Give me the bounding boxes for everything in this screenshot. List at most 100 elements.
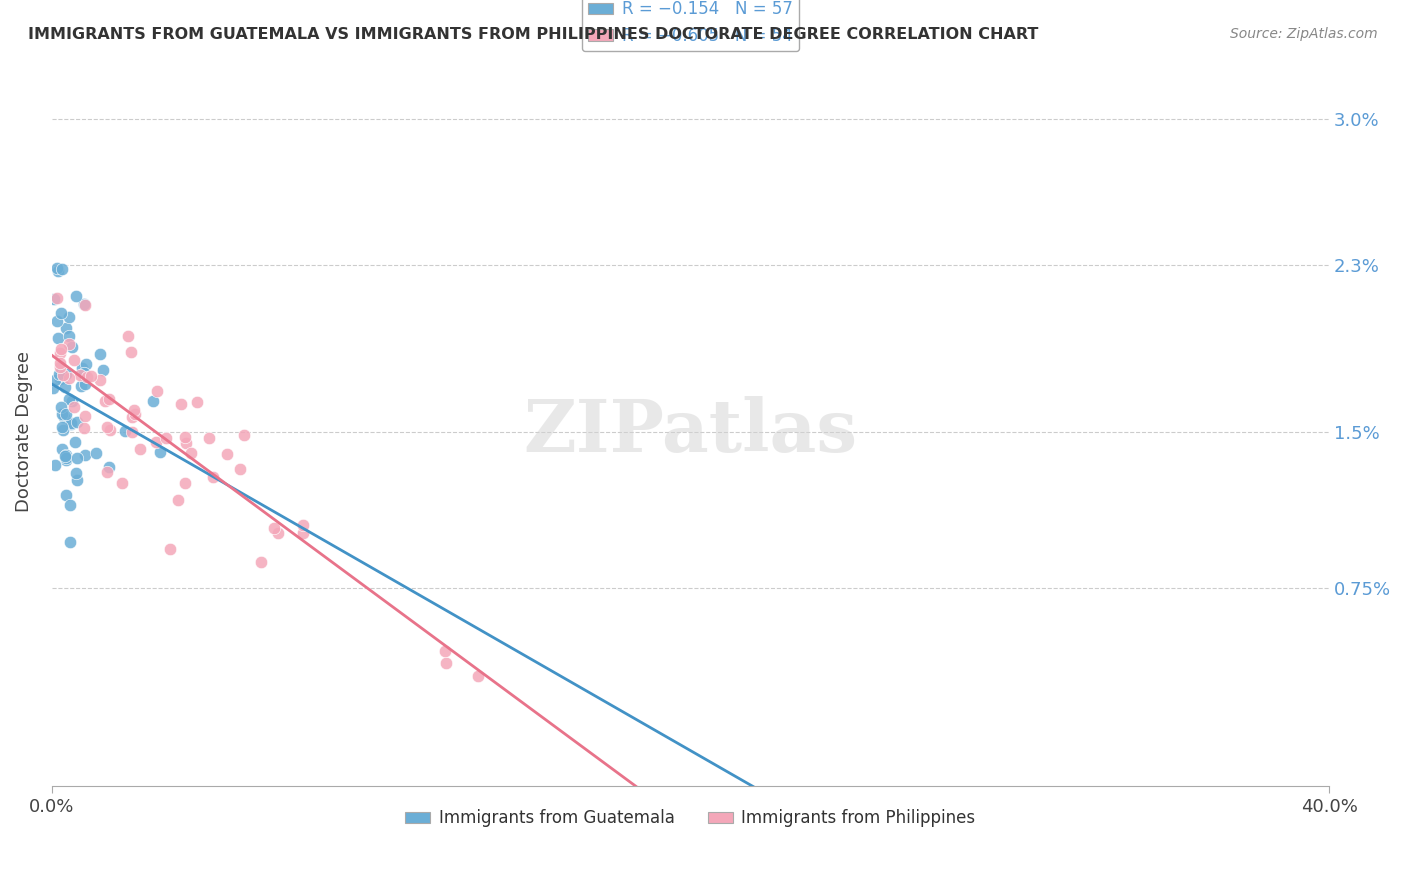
Point: [58, 337, 80, 351]
Point: [233, 427, 256, 442]
Point: [60, 417, 83, 431]
Point: [250, 555, 273, 569]
Point: [174, 436, 197, 450]
Point: [111, 476, 134, 491]
Point: [97, 459, 120, 474]
Point: [55, 321, 77, 335]
Point: [44, 458, 66, 472]
Point: [66, 415, 89, 429]
Point: [62, 353, 84, 368]
Point: [198, 431, 221, 445]
Point: [52, 423, 75, 437]
Point: [55, 448, 77, 462]
Text: ZIPatlas: ZIPatlas: [523, 396, 858, 467]
Point: [202, 469, 225, 483]
Point: [434, 644, 457, 658]
Point: [58, 392, 80, 407]
Text: IMMIGRANTS FROM GUATEMALA VS IMMIGRANTS FROM PHILIPPINES DOCTORATE DEGREE CORREL: IMMIGRANTS FROM GUATEMALA VS IMMIGRANTS …: [28, 27, 1039, 42]
Point: [70, 360, 93, 375]
Point: [60, 417, 83, 431]
Text: Source: ZipAtlas.com: Source: ZipAtlas.com: [1230, 27, 1378, 41]
Point: [98, 392, 121, 406]
Point: [58, 370, 80, 384]
Point: [65, 289, 87, 303]
Point: [45, 291, 67, 305]
Point: [159, 541, 181, 556]
Point: [145, 434, 167, 449]
Point: [49, 400, 72, 414]
Point: [122, 403, 145, 417]
Point: [180, 446, 202, 460]
Point: [46, 264, 69, 278]
Point: [73, 367, 96, 381]
Point: [55, 407, 77, 421]
Point: [170, 397, 193, 411]
Point: [75, 357, 97, 371]
Point: [292, 518, 315, 533]
Point: [173, 430, 195, 444]
Point: [166, 493, 188, 508]
Point: [48, 356, 70, 370]
Point: [98, 423, 121, 437]
Point: [96, 419, 118, 434]
Point: [51, 262, 73, 277]
Point: [58, 310, 80, 325]
Point: [49, 372, 72, 386]
Point: [55, 450, 77, 465]
Point: [49, 359, 72, 374]
Point: [44, 293, 66, 307]
Point: [434, 657, 457, 671]
Point: [114, 424, 136, 438]
Point: [51, 420, 73, 434]
Point: [145, 384, 167, 398]
Point: [66, 450, 89, 465]
Point: [58, 534, 80, 549]
Point: [263, 521, 285, 535]
Point: [186, 395, 208, 409]
Point: [44, 373, 66, 387]
Point: [117, 329, 139, 343]
Point: [120, 344, 142, 359]
Point: [42, 381, 65, 395]
Point: [48, 345, 70, 359]
Point: [73, 420, 96, 434]
Legend: Immigrants from Guatemala, Immigrants from Philippines: Immigrants from Guatemala, Immigrants fr…: [399, 803, 981, 834]
Point: [51, 408, 73, 422]
Point: [52, 368, 75, 382]
Point: [49, 343, 72, 357]
Point: [73, 377, 96, 392]
Point: [89, 347, 111, 361]
Point: [53, 410, 76, 425]
Point: [65, 466, 87, 480]
Point: [60, 340, 83, 354]
Point: [73, 298, 96, 312]
Point: [266, 526, 288, 541]
Point: [76, 370, 98, 384]
Point: [48, 331, 70, 345]
Point: [124, 407, 146, 421]
Point: [94, 394, 117, 409]
Point: [53, 380, 76, 394]
Point: [75, 449, 97, 463]
Point: [65, 434, 87, 449]
Point: [58, 329, 80, 343]
Point: [45, 314, 67, 328]
Point: [142, 394, 165, 409]
Point: [55, 449, 77, 463]
Point: [45, 261, 67, 276]
Point: [215, 447, 238, 461]
Point: [292, 525, 315, 540]
Point: [121, 425, 143, 439]
Point: [128, 442, 150, 456]
Point: [70, 378, 93, 392]
Point: [73, 297, 96, 311]
Point: [155, 431, 177, 445]
Point: [467, 668, 489, 682]
Point: [55, 367, 77, 381]
Point: [174, 475, 197, 490]
Point: [63, 400, 86, 414]
Point: [149, 445, 172, 459]
Point: [91, 362, 114, 376]
Point: [121, 410, 143, 425]
Point: [80, 369, 103, 384]
